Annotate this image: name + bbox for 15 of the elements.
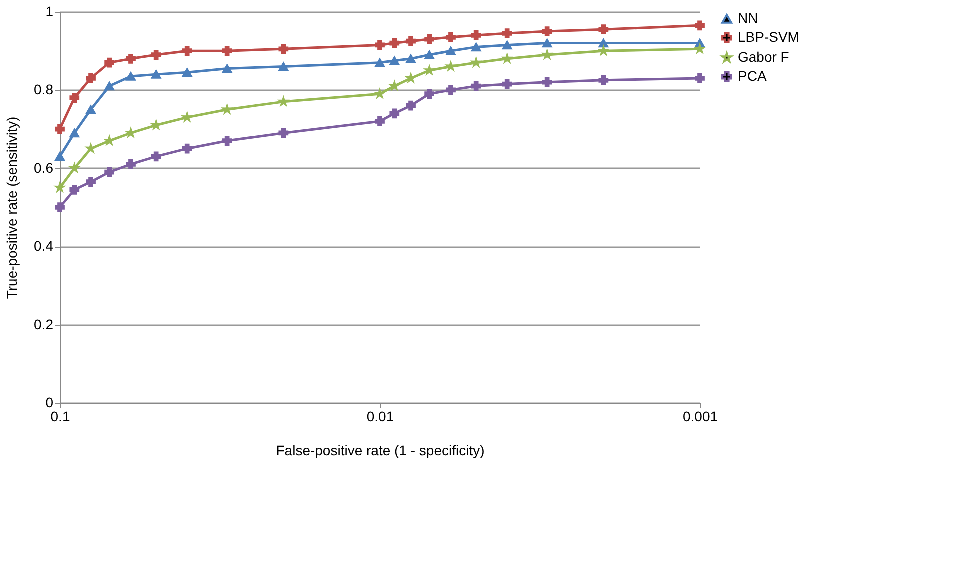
x-tick-label: 0.1 [50,408,70,424]
x-tick-label: 0.001 [682,408,718,424]
y-tick-label: 0.4 [34,238,54,254]
x-tick-label: 0.01 [366,408,394,424]
legend-label: NN [738,10,758,26]
legend-label: PCA [738,68,768,84]
y-tick-label: 0.6 [34,160,54,176]
y-tick-label: 0 [46,394,54,410]
y-tick-label: 0.8 [34,82,54,98]
legend-label: LBP-SVM [738,29,800,45]
y-tick-label: 1 [46,4,54,20]
legend-label: Gabor F [738,49,790,65]
x-axis-title: False-positive rate (1 - specificity) [276,442,485,458]
y-tick-label: 0.2 [34,316,54,332]
y-axis-title: True-positive rate (sensitivity) [4,116,20,300]
